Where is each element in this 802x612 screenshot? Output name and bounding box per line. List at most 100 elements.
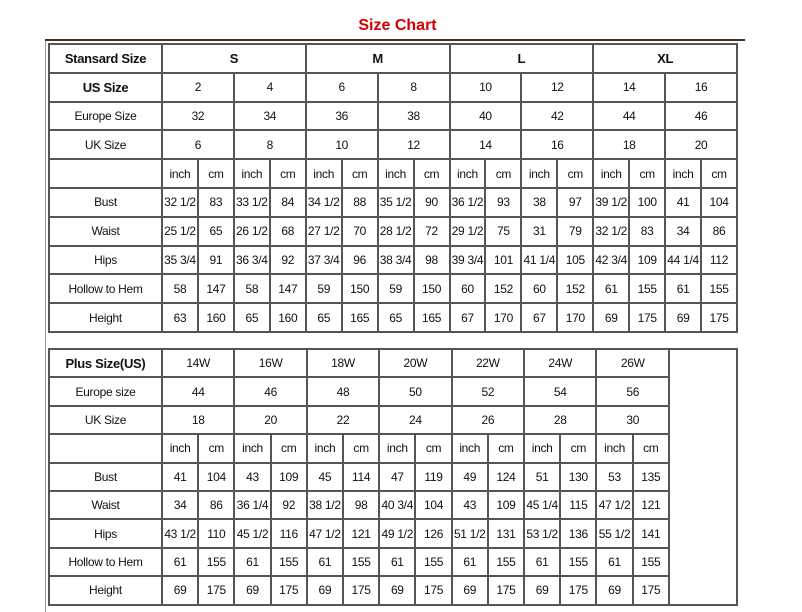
row-label: Waist (48, 489, 163, 521)
table-cell: 70 (340, 215, 379, 247)
plus-size-table: Plus Size(US) 14W 16W 18W 20W 22W 24W 26W Europe… (48, 347, 738, 606)
unit-label: cm (486, 433, 526, 464)
size-header: 24W (523, 347, 598, 379)
table-cell: 110 (197, 518, 236, 549)
table-cell: 155 (414, 546, 453, 578)
table-cell: 175 (414, 575, 453, 606)
table-cell: 55 1/2 (595, 518, 634, 549)
table-cell: 42 3/4 (592, 244, 631, 276)
table-cell: 136 (559, 518, 598, 549)
table-cell: 6 (304, 71, 379, 103)
table-cell: 121 (631, 489, 671, 521)
standard-size-table: Stansard Size S M L XL US Size 2 4 6 8 10 12 14 16 Eur… (48, 43, 738, 333)
table-cell: 49 1/2 (378, 518, 417, 549)
table-cell: 47 1/2 (595, 489, 634, 521)
table-cell: 130 (559, 461, 598, 492)
table-cell: 30 (595, 404, 670, 436)
row-label: US Size (48, 71, 163, 103)
table-cell: 135 (631, 461, 671, 492)
table-cell: 97 (556, 186, 595, 218)
table-cell: 86 (700, 215, 738, 247)
table-row: US Size 2 4 6 8 10 12 14 16 (48, 71, 738, 103)
table-cell: 8 (232, 129, 307, 161)
table-cell: 36 (304, 100, 379, 132)
table-cell: 48 (305, 376, 381, 407)
table-cell: 69 (664, 302, 703, 333)
table-cell: 22 (305, 404, 381, 436)
table-row: Bust 41 104 43 109 45 114 47 119 49 124 51 130 53 135 (48, 461, 737, 492)
table-cell: 60 (520, 273, 559, 305)
table-cell: 104 (197, 461, 236, 492)
table-cell: 61 (592, 273, 631, 305)
table-cell: 52 (450, 376, 526, 407)
unit-label: cm (340, 158, 379, 189)
table-cell: 100 (628, 186, 667, 218)
size-group-header: M (304, 43, 451, 74)
table-cell: 50 (378, 376, 453, 407)
table-cell: 36 1/2 (448, 186, 487, 218)
table-cell: 116 (269, 518, 308, 549)
unit-label: cm (342, 433, 381, 464)
table-cell: 93 (484, 186, 523, 218)
table-cell: 175 (197, 575, 236, 606)
table-cell: 41 (664, 186, 703, 218)
table-cell: 160 (268, 302, 307, 333)
unit-label: inch (304, 158, 343, 189)
table-cell: 14 (592, 71, 667, 103)
table-cell: 91 (196, 244, 235, 276)
unit-label: cm (412, 158, 451, 189)
table-cell: 175 (342, 575, 381, 606)
table-cell: 41 (160, 461, 200, 492)
table-cell: 8 (376, 71, 451, 103)
table-cell: 35 1/2 (376, 186, 415, 218)
table-cell: 51 (523, 461, 562, 492)
row-label (48, 433, 163, 464)
table-cell: 175 (486, 575, 526, 606)
table-cell: 45 1/4 (523, 489, 562, 521)
table-cell: 98 (412, 244, 451, 276)
table-cell: 63 (161, 302, 199, 333)
table-cell: 109 (486, 489, 526, 521)
table-cell: 175 (269, 575, 308, 606)
table-cell: 34 (664, 215, 703, 247)
table-cell: 114 (342, 461, 381, 492)
table-cell: 61 (450, 546, 489, 578)
unit-label: inch (592, 158, 631, 189)
table-row: Hips 35 3/4 91 36 3/4 92 37 3/4 96 38 3/4 98 39 3… (48, 244, 738, 276)
table-cell: 68 (268, 215, 307, 247)
table-cell: 109 (628, 244, 667, 276)
table-cell: 27 1/2 (304, 215, 343, 247)
unit-label: cm (197, 433, 236, 464)
table-cell: 10 (304, 129, 379, 161)
table-cell: 175 (559, 575, 598, 606)
table-cell: 10 (448, 71, 523, 103)
table-cell: 46 (664, 100, 738, 132)
table-cell: 141 (631, 518, 671, 549)
unit-label: cm (414, 433, 453, 464)
unit-label: inch (160, 433, 200, 464)
table-cell: 45 (305, 461, 345, 492)
row-label: Europe size (48, 376, 163, 407)
table-cell: 160 (196, 302, 235, 333)
unit-label: cm (268, 158, 307, 189)
unit-label: inch (378, 433, 417, 464)
unit-label: inch (376, 158, 415, 189)
table-cell: 34 1/2 (304, 186, 343, 218)
table-cell: 20 (664, 129, 738, 161)
table-cell: 150 (412, 273, 451, 305)
table-cell: 69 (595, 575, 634, 606)
table-cell: 58 (161, 273, 199, 305)
table-row: Bust 32 1/2 83 33 1/2 84 34 1/2 88 35 1/2 90 36 1… (48, 186, 738, 218)
row-label: Plus Size(US) (48, 347, 163, 379)
table-cell: 44 (592, 100, 667, 132)
table-cell: 43 1/2 (160, 518, 200, 549)
table-row: Waist 25 1/2 65 26 1/2 68 27 1/2 70 28 1/2 72 29 … (48, 215, 738, 247)
table-cell: 29 1/2 (448, 215, 487, 247)
table-cell: 33 1/2 (232, 186, 271, 218)
table-cell: 69 (305, 575, 345, 606)
table-cell: 34 (160, 489, 200, 521)
table-cell: 83 (196, 186, 235, 218)
table-cell: 69 (160, 575, 200, 606)
size-group-header: S (161, 43, 307, 74)
table-cell: 104 (700, 186, 738, 218)
